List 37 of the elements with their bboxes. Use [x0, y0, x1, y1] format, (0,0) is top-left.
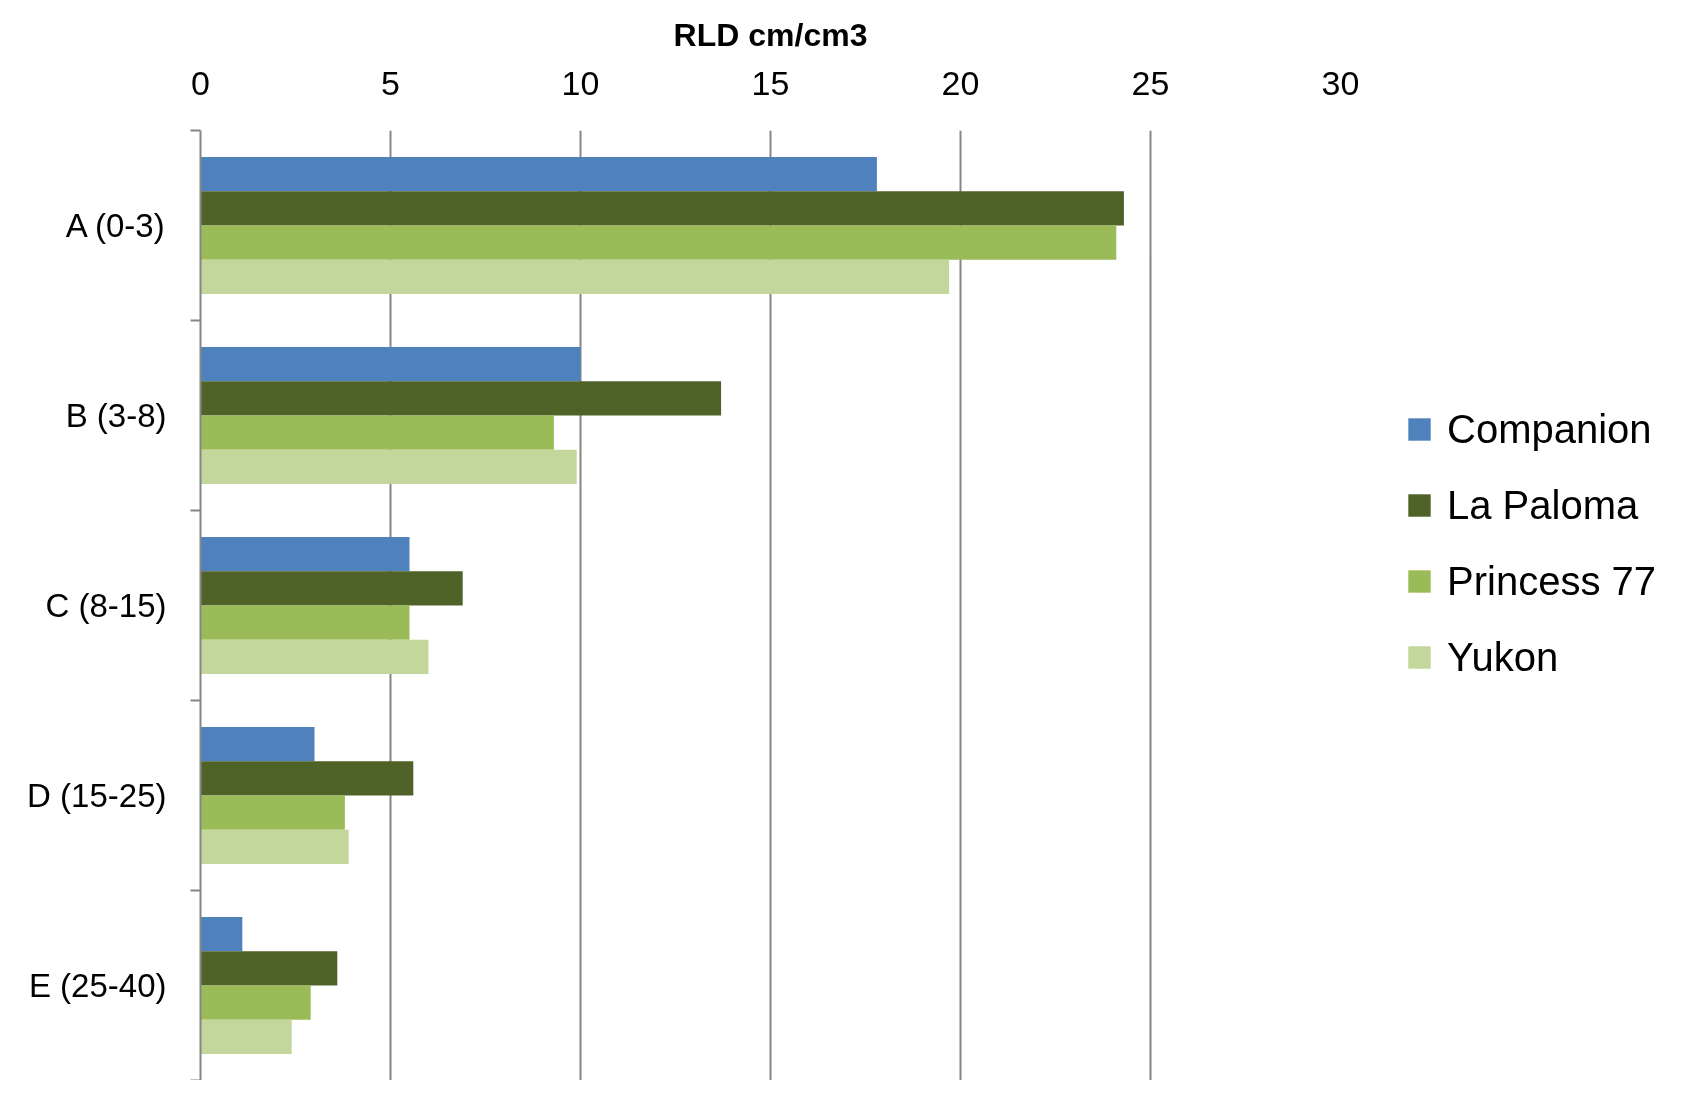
legend-label: Companion — [1447, 406, 1652, 452]
bar — [200, 829, 349, 864]
y-tick-label: D (15-25) — [27, 777, 167, 814]
x-tick-label: 30 — [1321, 63, 1360, 102]
x-tick-label: 25 — [1131, 63, 1170, 102]
bar — [200, 225, 1117, 260]
bar — [200, 191, 1124, 226]
bar — [200, 157, 877, 192]
bar — [200, 917, 243, 952]
bar — [200, 347, 581, 382]
bar — [200, 639, 429, 674]
y-tick-label: C (8-15) — [45, 587, 167, 624]
bar — [200, 571, 463, 606]
bar — [200, 605, 410, 640]
legend-label: Yukon — [1447, 634, 1559, 680]
bar — [200, 951, 338, 986]
y-tick-label: E (25-40) — [28, 967, 167, 1004]
bar — [200, 727, 315, 762]
bar — [200, 1019, 292, 1054]
x-tick-label: 10 — [561, 63, 600, 102]
legend-label: Princess 77 — [1447, 558, 1656, 604]
bar — [200, 259, 950, 294]
bar — [200, 761, 414, 796]
bar — [200, 537, 410, 572]
y-tick-label: A (0-3) — [65, 207, 165, 244]
bar — [200, 449, 577, 484]
x-tick-label: 5 — [381, 63, 400, 102]
x-tick-label: 20 — [941, 63, 980, 102]
bar — [200, 415, 554, 450]
x-tick-label: 0 — [191, 63, 210, 102]
bar — [200, 985, 311, 1020]
bar — [200, 795, 345, 830]
x-axis-title: RLD cm/cm3 — [673, 16, 868, 53]
y-tick-label: B (3-8) — [65, 397, 167, 434]
bar — [200, 381, 722, 416]
x-tick-label: 15 — [751, 63, 790, 102]
legend-label: La Paloma — [1447, 482, 1639, 528]
